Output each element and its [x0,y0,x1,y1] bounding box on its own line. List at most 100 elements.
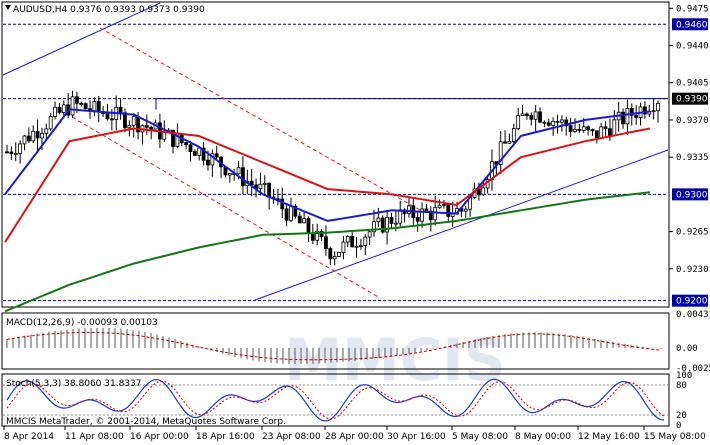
title-bar: AUDUSD,H4 0.9376 0.9393 0.9373 0.9390 [5,5,205,15]
candle-body [625,107,630,125]
candle-body [92,101,97,112]
stoch-d-line [6,380,665,420]
price-axis: 0.9475 0.9440 0.9405 0.9370 0.9335 0.9265 0.92… [669,4,709,275]
candle-body [367,231,372,238]
candle-body [511,128,516,142]
candle-body [656,103,660,112]
candle-body [358,245,363,248]
candle-body [354,245,359,248]
time-tick-label: 30 Apr 16:00 [387,432,446,442]
ma-fast-line [4,108,651,222]
candle-body [551,120,556,126]
candle-body [533,111,538,120]
candle-body [35,131,40,139]
candle-body [201,147,206,161]
candle-body [236,167,241,175]
time-tick-label: 12 May 16:00 [578,432,640,442]
candle-body [192,151,197,156]
candle-body [284,208,289,221]
candle-body [407,205,411,214]
candle-body [621,111,625,125]
time-tick-label: 15 May 08:00 [644,432,706,442]
candle-body [171,129,175,147]
candle-body [463,208,468,212]
candle-body [363,236,368,247]
macd-pane[interactable] [1,312,670,370]
candle-body [380,217,385,233]
candle-body [337,251,341,257]
candle-body [40,133,44,139]
stoch-tick-label: 100 [676,371,692,381]
candle-body [18,143,23,154]
time-tick-label: 8 Apr 2014 [4,432,54,442]
stoch-pane[interactable] [1,373,670,427]
price-level-tag-label: 0.9300 [676,190,708,200]
price-pane[interactable] [1,1,670,308]
candle-body [341,241,346,253]
candle-body [123,112,127,129]
candle-body [214,153,219,158]
candle-body [324,236,328,249]
macd-tick-label: -0.00257 [676,364,710,374]
candle-body [96,101,101,112]
candle-body [206,159,210,166]
candle-body [542,121,547,124]
price-level-tag-label: 0.9200 [676,297,708,307]
candle-body [262,182,267,185]
candle-body [651,110,656,113]
stoch-label: Stoch(5,3,3) 38.8060 31.8337 [6,379,141,389]
drawing-tools [2,2,669,301]
candle-body [629,107,634,116]
candle-body [79,102,84,105]
candle-body [385,216,390,233]
price-tick-label: 0.9405 [676,79,709,89]
candle-body [9,151,14,154]
channel-lower-line [59,109,381,299]
stoch-indicator [6,378,665,422]
candle-body [70,96,75,116]
candle-body [302,218,307,224]
candle-body [612,119,617,136]
candle-body [227,173,232,176]
candle-body [603,126,608,130]
candle-body [131,116,136,126]
candle-body [538,111,542,123]
stoch-tick-label: 20 [676,411,687,421]
time-tick-label: 28 Apr 00:00 [325,432,384,442]
candle-body [503,141,507,144]
candle-body [22,135,27,145]
candle-body [594,130,599,139]
candle-body [31,131,36,142]
resistance-line [155,98,668,110]
candle-body [306,218,311,234]
price-level-tag-label: 0.9390 [676,95,708,105]
price-tick-label: 0.9335 [676,153,709,163]
candle-body [53,106,57,117]
candle-body [590,129,595,132]
candle-body [345,236,350,243]
upper-trendline [2,2,161,76]
candle-body [420,208,424,222]
candle-body [48,116,53,130]
time-tick-label: 16 Apr 00:00 [130,432,189,442]
candle-body [26,135,31,142]
candle-body [319,230,324,238]
candle-body [555,120,560,123]
candle-body [13,153,18,155]
candle-body [516,115,521,129]
price-tick-label: 0.9230 [676,265,709,275]
candle-body [393,222,398,225]
candle-body [57,106,62,113]
candle-body [210,153,215,166]
candle-body [75,96,79,104]
lower-trendline [254,149,669,301]
candle-body [310,232,315,241]
candle-body [450,213,455,217]
candle-body [258,183,263,189]
candle-body [328,248,333,260]
candle-body [105,113,110,120]
price-tick-label: 0.9475 [676,4,709,14]
candle-body [529,115,534,120]
candle-body [5,151,9,154]
symbol-arrow-icon[interactable] [5,5,11,10]
